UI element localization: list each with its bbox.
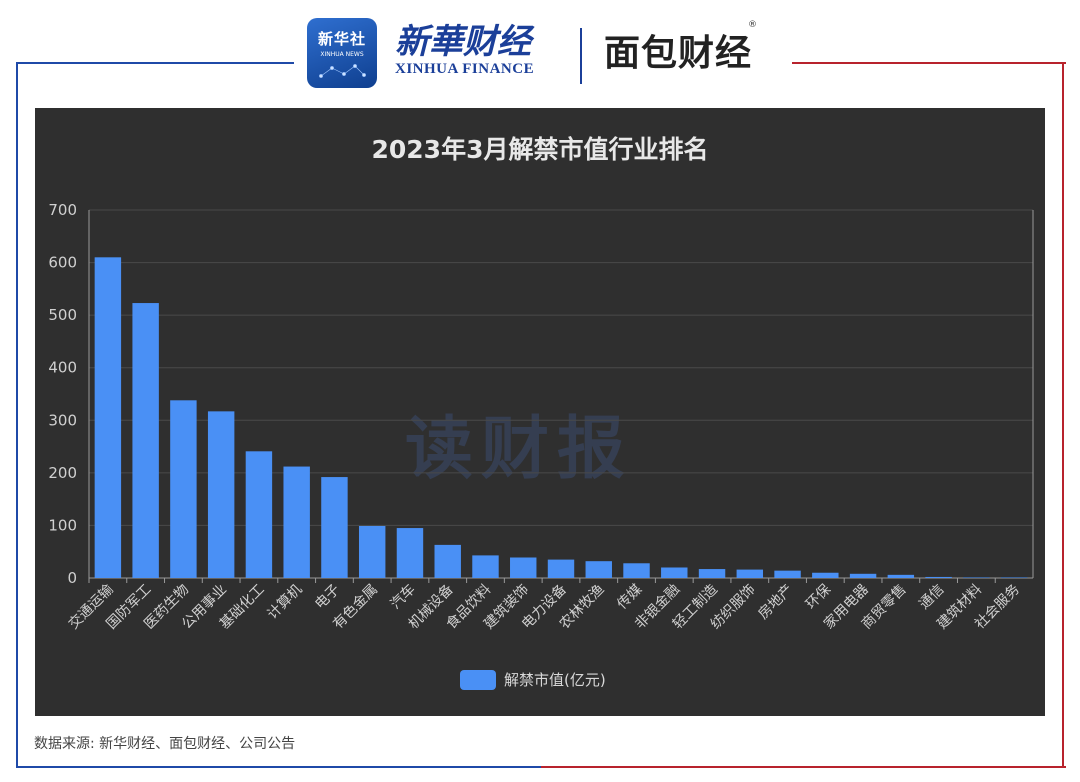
chart-panel: 2023年3月解禁市值行业排名 读财报 0 100 200 300 400 500 600 7… [35, 108, 1045, 716]
legend-label: 解禁市值(亿元) [504, 671, 606, 689]
registered-mark-icon: ® [748, 20, 759, 30]
y-tick-label: 200 [48, 464, 77, 482]
frame-right [1062, 62, 1064, 768]
x-tick-label: 传媒 [614, 582, 645, 613]
mianbao-caijing-logo: 面包财经 ® [604, 20, 757, 76]
chart-legend[interactable]: 解禁市值(亿元) [460, 669, 606, 690]
bar [547, 559, 575, 578]
network-dots-icon [319, 64, 366, 78]
bar [925, 576, 952, 578]
bar [1000, 577, 1028, 578]
x-tick-label: 计算机 [264, 582, 305, 623]
bar [887, 574, 915, 578]
y-tick-label: 500 [48, 306, 77, 324]
watermark: 读财报 [405, 410, 634, 489]
bar [963, 577, 990, 578]
y-tick-label: 600 [48, 254, 77, 272]
bar [434, 544, 461, 578]
bar [132, 303, 159, 578]
bar [358, 525, 386, 578]
bar [321, 477, 348, 578]
bar [170, 400, 197, 578]
y-tick-label: 0 [67, 569, 77, 587]
bar [623, 563, 650, 578]
bar [472, 555, 499, 578]
xinhua-news-logo: 新华社 XINHUA NEWS [307, 18, 377, 88]
x-tick-label: 汽车 [387, 581, 419, 613]
chart-title: 2023年3月解禁市值行业排名 [371, 135, 709, 164]
bar [661, 567, 688, 578]
x-tick-label: 电子 [312, 582, 343, 613]
data-source-note: 数据来源: 新华财经、面包财经、公司公告 [34, 736, 296, 752]
frame-left [16, 62, 18, 768]
xinhua-finance-logo-en: XINHUA FINANCE [395, 61, 535, 77]
mianbao-caijing-logo-text: 面包财经 [604, 33, 753, 74]
bar [736, 569, 764, 578]
bar [283, 466, 310, 578]
x-tick-label: 通信 [916, 582, 947, 613]
xinhua-news-logo-en: XINHUA NEWS [320, 51, 364, 58]
bar [812, 572, 839, 578]
y-tick-label: 100 [48, 516, 77, 534]
xinhua-finance-logo-cn: 新華财经 [395, 22, 531, 62]
frame-top-left [16, 62, 294, 64]
y-tick-label: 400 [48, 359, 77, 377]
legend-swatch [460, 669, 496, 690]
bar [510, 557, 537, 578]
bar [245, 451, 273, 578]
xinhua-news-logo-cn: 新华社 [317, 30, 366, 48]
x-tick-label: 环保 [803, 582, 834, 613]
frame-top-right [792, 62, 1066, 64]
frame-bottom [16, 766, 1066, 768]
bar [207, 411, 235, 578]
xinhua-finance-logo: 新華财经 XINHUA FINANCE [395, 14, 555, 92]
bar [94, 257, 122, 578]
y-tick-label: 700 [48, 201, 77, 219]
bar [774, 570, 801, 578]
bar [396, 528, 424, 578]
bar [585, 561, 612, 578]
x-tick-label: 房地产 [755, 582, 796, 623]
y-tick-label: 300 [48, 411, 77, 429]
bar-chart: 0100200300400500600700交通运输国防军工医药生物公用事业基础… [48, 201, 1034, 632]
bar [698, 569, 726, 578]
bar [849, 573, 877, 578]
logo-divider [580, 28, 582, 84]
